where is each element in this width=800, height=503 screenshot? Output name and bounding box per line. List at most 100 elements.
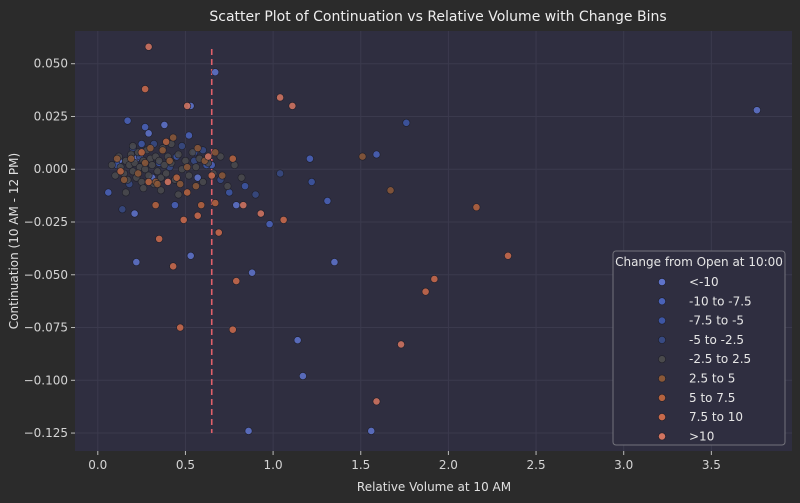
data-point — [330, 258, 339, 267]
data-point — [421, 287, 430, 296]
data-point — [104, 188, 113, 197]
x-axis-label: Relative Volume at 10 AM — [357, 480, 511, 494]
legend-title: Change from Open at 10:00 — [615, 255, 783, 269]
legend-marker — [658, 413, 666, 421]
data-point — [298, 372, 307, 380]
data-point — [183, 163, 192, 172]
data-point — [174, 150, 183, 159]
y-tick-label: −0.075 — [24, 321, 68, 335]
data-point — [134, 169, 143, 178]
data-point — [192, 182, 200, 191]
data-point — [160, 161, 169, 169]
data-point — [141, 85, 150, 93]
legend-entry: -7.5 to -5 — [689, 314, 744, 328]
data-point — [146, 144, 155, 153]
data-point — [172, 173, 181, 182]
data-point — [192, 163, 200, 172]
x-tick-label: 3.0 — [614, 458, 633, 472]
data-point — [130, 209, 139, 218]
x-tick-label: 0.5 — [176, 458, 195, 472]
data-point — [232, 277, 241, 286]
data-point — [323, 196, 332, 205]
data-point — [199, 178, 207, 186]
data-point — [276, 93, 285, 102]
data-point — [176, 180, 185, 188]
legend-marker — [658, 432, 666, 441]
data-point — [358, 152, 367, 161]
data-point — [120, 175, 128, 184]
data-point — [397, 340, 405, 349]
legend-entry: 5 to 7.5 — [689, 391, 735, 405]
data-point — [228, 154, 237, 163]
data-point — [127, 154, 135, 163]
data-point — [156, 173, 165, 182]
x-tick-label: 0.0 — [88, 458, 107, 472]
data-point — [183, 102, 192, 110]
data-point — [144, 42, 153, 51]
data-point — [169, 133, 178, 142]
data-point — [402, 118, 411, 127]
data-point — [160, 121, 169, 129]
data-point — [367, 427, 376, 435]
data-point — [288, 102, 297, 110]
data-point — [165, 156, 174, 165]
legend-entry: -5 to -2.5 — [689, 333, 744, 347]
legend-entry: <-10 — [689, 275, 719, 289]
data-point — [188, 148, 197, 157]
data-point — [169, 262, 178, 271]
data-point — [504, 251, 512, 260]
data-point — [164, 178, 172, 186]
data-point — [265, 220, 274, 229]
data-point — [256, 209, 265, 218]
data-point — [214, 228, 223, 237]
data-point — [193, 211, 202, 220]
legend-entry: 7.5 to 10 — [689, 410, 743, 424]
data-point — [239, 201, 248, 210]
data-point — [386, 186, 395, 195]
data-point — [186, 251, 195, 260]
data-point — [276, 169, 285, 178]
y-tick-label: −0.025 — [24, 215, 68, 229]
data-point — [372, 150, 381, 159]
data-point — [156, 186, 165, 195]
legend-entry: >10 — [689, 429, 714, 443]
data-point — [472, 203, 481, 212]
legend-entry: 2.5 to 5 — [689, 372, 735, 386]
legend-entry: -2.5 to 2.5 — [689, 352, 751, 366]
legend-entry: -10 to -7.5 — [689, 294, 752, 308]
data-point — [204, 152, 213, 161]
data-point — [144, 129, 153, 138]
data-point — [753, 106, 761, 115]
data-point — [218, 171, 227, 180]
data-point — [237, 173, 246, 182]
data-point — [178, 142, 186, 150]
x-tick-label: 1.0 — [264, 458, 283, 472]
data-point — [162, 137, 171, 146]
legend-marker — [658, 316, 666, 325]
data-point — [185, 131, 193, 140]
data-point — [162, 169, 171, 178]
data-point — [144, 178, 153, 186]
data-point — [155, 234, 164, 243]
data-point — [148, 161, 157, 169]
legend-marker — [658, 355, 666, 364]
y-tick-label: 0.000 — [34, 162, 68, 176]
y-tick-label: 0.025 — [34, 109, 68, 123]
data-point — [193, 144, 202, 153]
x-tick-label: 2.5 — [527, 458, 546, 472]
data-point — [158, 146, 167, 155]
data-point — [430, 275, 439, 283]
data-point — [153, 180, 162, 188]
data-point — [132, 258, 141, 267]
x-tick-label: 1.5 — [351, 458, 370, 472]
data-point — [171, 201, 179, 210]
data-point — [185, 171, 193, 180]
data-point — [211, 148, 220, 157]
data-point — [123, 116, 132, 125]
data-point — [211, 199, 220, 207]
data-point — [179, 215, 188, 224]
data-point — [244, 427, 253, 435]
y-axis-label: Continuation (10 AM - 12 PM) — [7, 153, 21, 329]
data-point — [113, 154, 121, 163]
data-point — [251, 190, 260, 199]
